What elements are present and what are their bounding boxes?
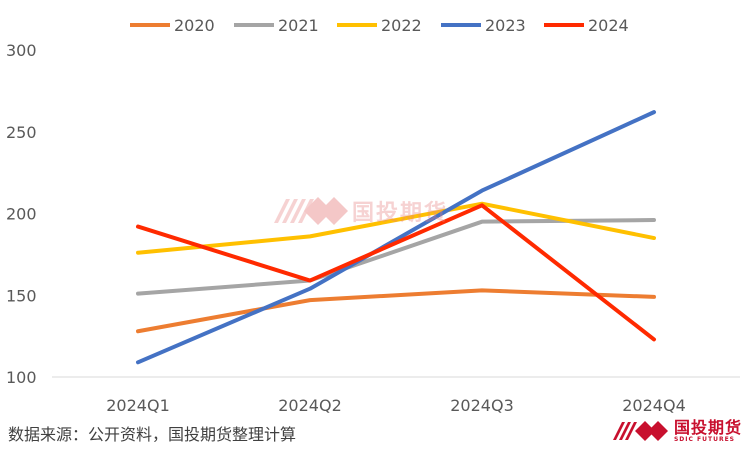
y-tick-label: 200 (6, 205, 37, 224)
source-note: 数据来源：公开资料，国投期货整理计算 (8, 425, 297, 444)
series-layer (136, 110, 656, 365)
y-axis: 100 150 200 250 300 (6, 41, 37, 387)
x-tick-label: 2024Q3 (450, 396, 514, 415)
brand-logo: 国投期货 SDIC FUTURES (612, 418, 742, 444)
logo-subtext: SDIC FUTURES (673, 435, 735, 443)
y-tick-label: 300 (6, 41, 37, 60)
legend-label-2024: 2024 (588, 16, 629, 35)
x-tick-label: 2024Q4 (622, 396, 686, 415)
watermark-text: 国投期货 (352, 201, 449, 226)
y-tick-label: 150 (6, 286, 37, 305)
series-line-2020 (136, 288, 656, 334)
x-tick-label: 2024Q2 (278, 396, 342, 415)
legend-label-2023: 2023 (485, 16, 526, 35)
series-line-2022 (136, 201, 656, 255)
x-tick-label: 2024Q1 (106, 396, 170, 415)
legend: 2020 2021 2022 2023 2024 (130, 16, 629, 35)
legend-label-2022: 2022 (381, 16, 422, 35)
series-line-2024 (136, 203, 656, 342)
y-tick-label: 100 (6, 368, 37, 387)
y-tick-label: 250 (6, 123, 37, 142)
legend-label-2021: 2021 (278, 16, 319, 35)
x-axis: 2024Q1 2024Q2 2024Q3 2024Q4 (106, 396, 686, 415)
sdic-diamond-logo-icon (274, 197, 348, 225)
logo-text: 国投期货 (673, 417, 742, 437)
sdic-logo-icon (612, 421, 668, 441)
legend-label-2020: 2020 (174, 16, 215, 35)
watermark: 国投期货 (272, 193, 448, 229)
series-line-2023 (136, 110, 656, 365)
series-line-2021 (136, 218, 656, 296)
